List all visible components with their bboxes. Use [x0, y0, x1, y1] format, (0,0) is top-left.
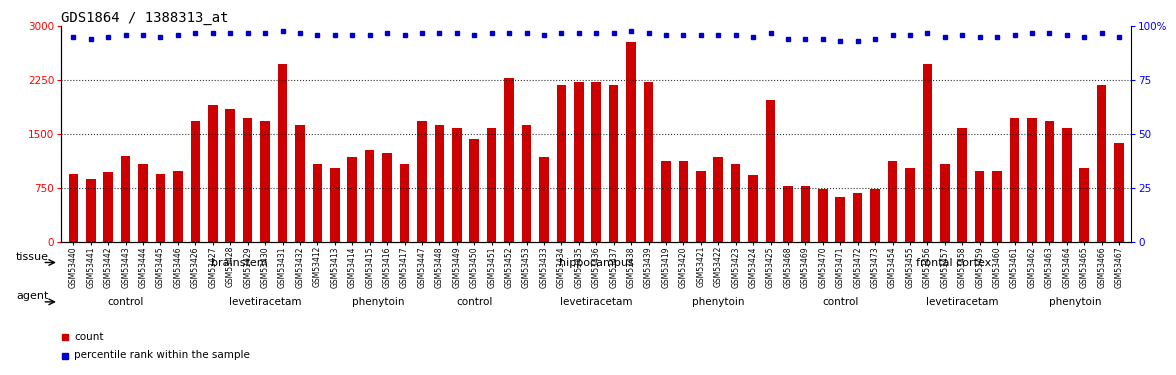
Bar — [1027, 117, 1037, 242]
Bar — [574, 82, 583, 242]
Bar — [539, 157, 549, 242]
Text: control: control — [456, 297, 493, 307]
Text: tissue: tissue — [15, 252, 49, 262]
Text: control: control — [822, 297, 858, 307]
Bar — [730, 164, 741, 242]
Text: levetiracetam: levetiracetam — [926, 297, 998, 307]
Bar — [940, 164, 949, 242]
Bar — [609, 85, 619, 242]
Text: GDS1864 / 1388313_at: GDS1864 / 1388313_at — [61, 11, 228, 25]
Bar — [417, 121, 427, 242]
Bar — [1115, 143, 1124, 242]
Bar — [452, 128, 462, 242]
Text: levetiracetam: levetiracetam — [560, 297, 633, 307]
Bar — [870, 189, 880, 242]
Bar — [226, 109, 235, 242]
Bar — [469, 139, 479, 242]
Text: control: control — [107, 297, 143, 307]
Text: brainstem: brainstem — [211, 258, 267, 267]
Bar — [400, 164, 409, 242]
Bar — [68, 174, 78, 242]
Bar — [155, 174, 166, 242]
Bar — [191, 121, 200, 242]
Text: agent: agent — [16, 291, 48, 301]
Bar — [208, 105, 218, 242]
Bar — [173, 171, 182, 242]
Text: phenytoin: phenytoin — [1049, 297, 1102, 307]
Bar — [295, 125, 305, 242]
Bar — [975, 171, 984, 242]
Bar — [714, 157, 723, 242]
Bar — [888, 160, 897, 242]
Bar — [365, 150, 374, 242]
Bar — [347, 157, 358, 242]
Bar — [103, 172, 113, 242]
Text: hippocampus: hippocampus — [559, 258, 634, 267]
Bar — [278, 64, 287, 242]
Bar — [923, 64, 933, 242]
Bar — [330, 168, 340, 242]
Text: levetiracetam: levetiracetam — [229, 297, 301, 307]
Bar — [957, 128, 967, 242]
Bar — [139, 164, 148, 242]
Bar — [505, 78, 514, 242]
Bar — [696, 171, 706, 242]
Bar — [748, 175, 757, 242]
Bar — [1062, 128, 1071, 242]
Bar — [906, 168, 915, 242]
Bar — [661, 160, 670, 242]
Bar — [835, 196, 846, 242]
Bar — [783, 186, 793, 242]
Bar — [592, 82, 601, 242]
Bar — [853, 193, 862, 242]
Bar — [382, 153, 392, 242]
Bar — [556, 85, 566, 242]
Bar — [801, 186, 810, 242]
Bar — [1010, 117, 1020, 242]
Bar — [313, 164, 322, 242]
Bar — [766, 100, 775, 242]
Bar — [818, 189, 828, 242]
Text: phenytoin: phenytoin — [352, 297, 405, 307]
Bar — [1097, 85, 1107, 242]
Text: percentile rank within the sample: percentile rank within the sample — [74, 351, 250, 360]
Bar — [260, 121, 269, 242]
Bar — [679, 160, 688, 242]
Bar — [643, 82, 654, 242]
Bar — [487, 128, 496, 242]
Bar — [522, 125, 532, 242]
Text: frontal cortex: frontal cortex — [916, 258, 991, 267]
Bar — [627, 42, 636, 242]
Bar — [86, 178, 95, 242]
Text: phenytoin: phenytoin — [691, 297, 744, 307]
Bar — [121, 156, 131, 242]
Bar — [243, 118, 253, 242]
Bar — [1080, 168, 1089, 242]
Bar — [435, 125, 445, 242]
Bar — [993, 171, 1002, 242]
Text: count: count — [74, 332, 103, 342]
Bar — [1044, 121, 1054, 242]
